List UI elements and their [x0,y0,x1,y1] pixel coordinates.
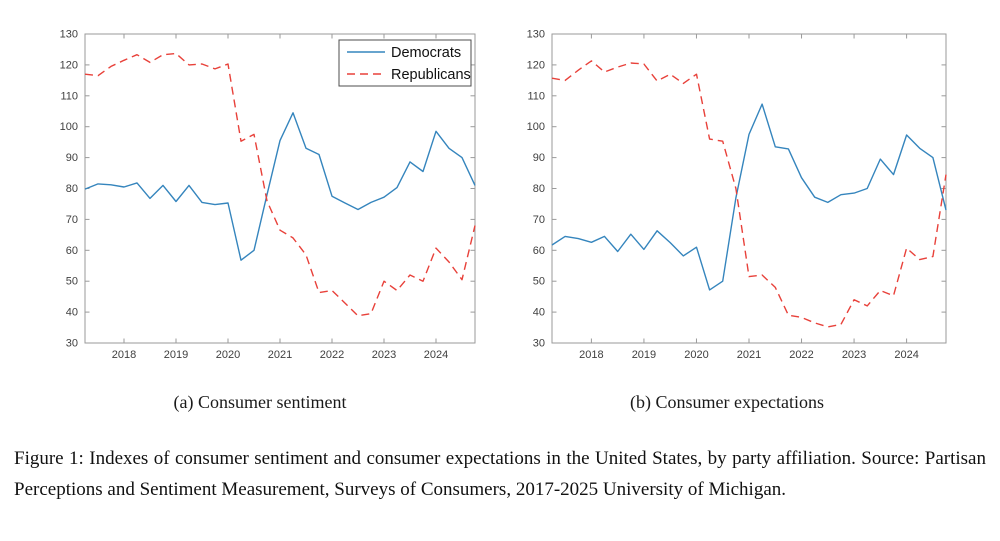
x-tick-label: 2024 [894,349,918,361]
y-tick-label: 30 [66,338,78,350]
plot-box [551,33,947,344]
x-tick-label: 2018 [112,349,136,361]
democrats-line [551,103,947,291]
y-tick-label: 110 [60,90,78,102]
y-tick-label: 50 [66,276,78,288]
y-tick-label: 40 [533,307,545,319]
y-tick-label: 110 [527,90,545,102]
x-tick-label: 2022 [320,349,344,361]
y-tick-label: 120 [60,59,78,71]
y-tick-label: 100 [60,121,78,133]
y-tick-label: 80 [66,183,78,195]
y-tick-label: 80 [533,183,545,195]
subcaption-consumer-sentiment: (a) Consumer sentiment [173,392,347,412]
y-tick-label: 40 [66,307,78,319]
y-tick-label: 60 [66,245,78,257]
x-tick-label: 2022 [789,349,813,361]
y-tick-label: 90 [66,152,78,164]
x-tick-label: 2023 [842,349,866,361]
y-tick-label: 70 [533,214,545,226]
x-tick-label: 2018 [579,349,603,361]
y-tick-label: 30 [533,338,545,350]
legend-label-republicans: Republicans [391,67,471,83]
y-tick-label: 70 [66,214,78,226]
x-tick-label: 2020 [684,349,708,361]
x-tick-label: 2019 [632,349,656,361]
y-tick-label: 130 [60,29,78,41]
republicans-line [551,60,947,328]
republicans-line [84,52,476,317]
consumer-expectations-chart: 2018 2019 2020 2021 2022 2023 2024 30 40 50 60 70 80… [527,29,947,361]
legend-label-democrats: Democrats [391,45,461,61]
legend-box [338,39,472,87]
y-tick-label: 100 [527,121,545,133]
x-tick-label: 2021 [268,349,292,361]
x-tick-label: 2021 [737,349,761,361]
figure-caption: Figure 1: Indexes of consumer sentiment … [14,448,986,500]
subcaption-consumer-expectations: (b) Consumer expectations [630,392,824,412]
y-tick-label: 120 [527,59,545,71]
y-tick-label: 60 [533,245,545,257]
democrats-line [84,112,476,261]
x-tick-label: 2019 [164,349,188,361]
x-tick-label: 2020 [216,349,240,361]
x-tick-label: 2024 [424,349,448,361]
x-tick-label: 2023 [372,349,396,361]
y-tick-label: 90 [533,152,545,164]
y-tick-label: 130 [527,29,545,41]
consumer-sentiment-chart: 2018 2019 2020 2021 2022 2023 2024 30 40 50 60 70 80… [60,29,476,361]
y-tick-label: 50 [533,276,545,288]
